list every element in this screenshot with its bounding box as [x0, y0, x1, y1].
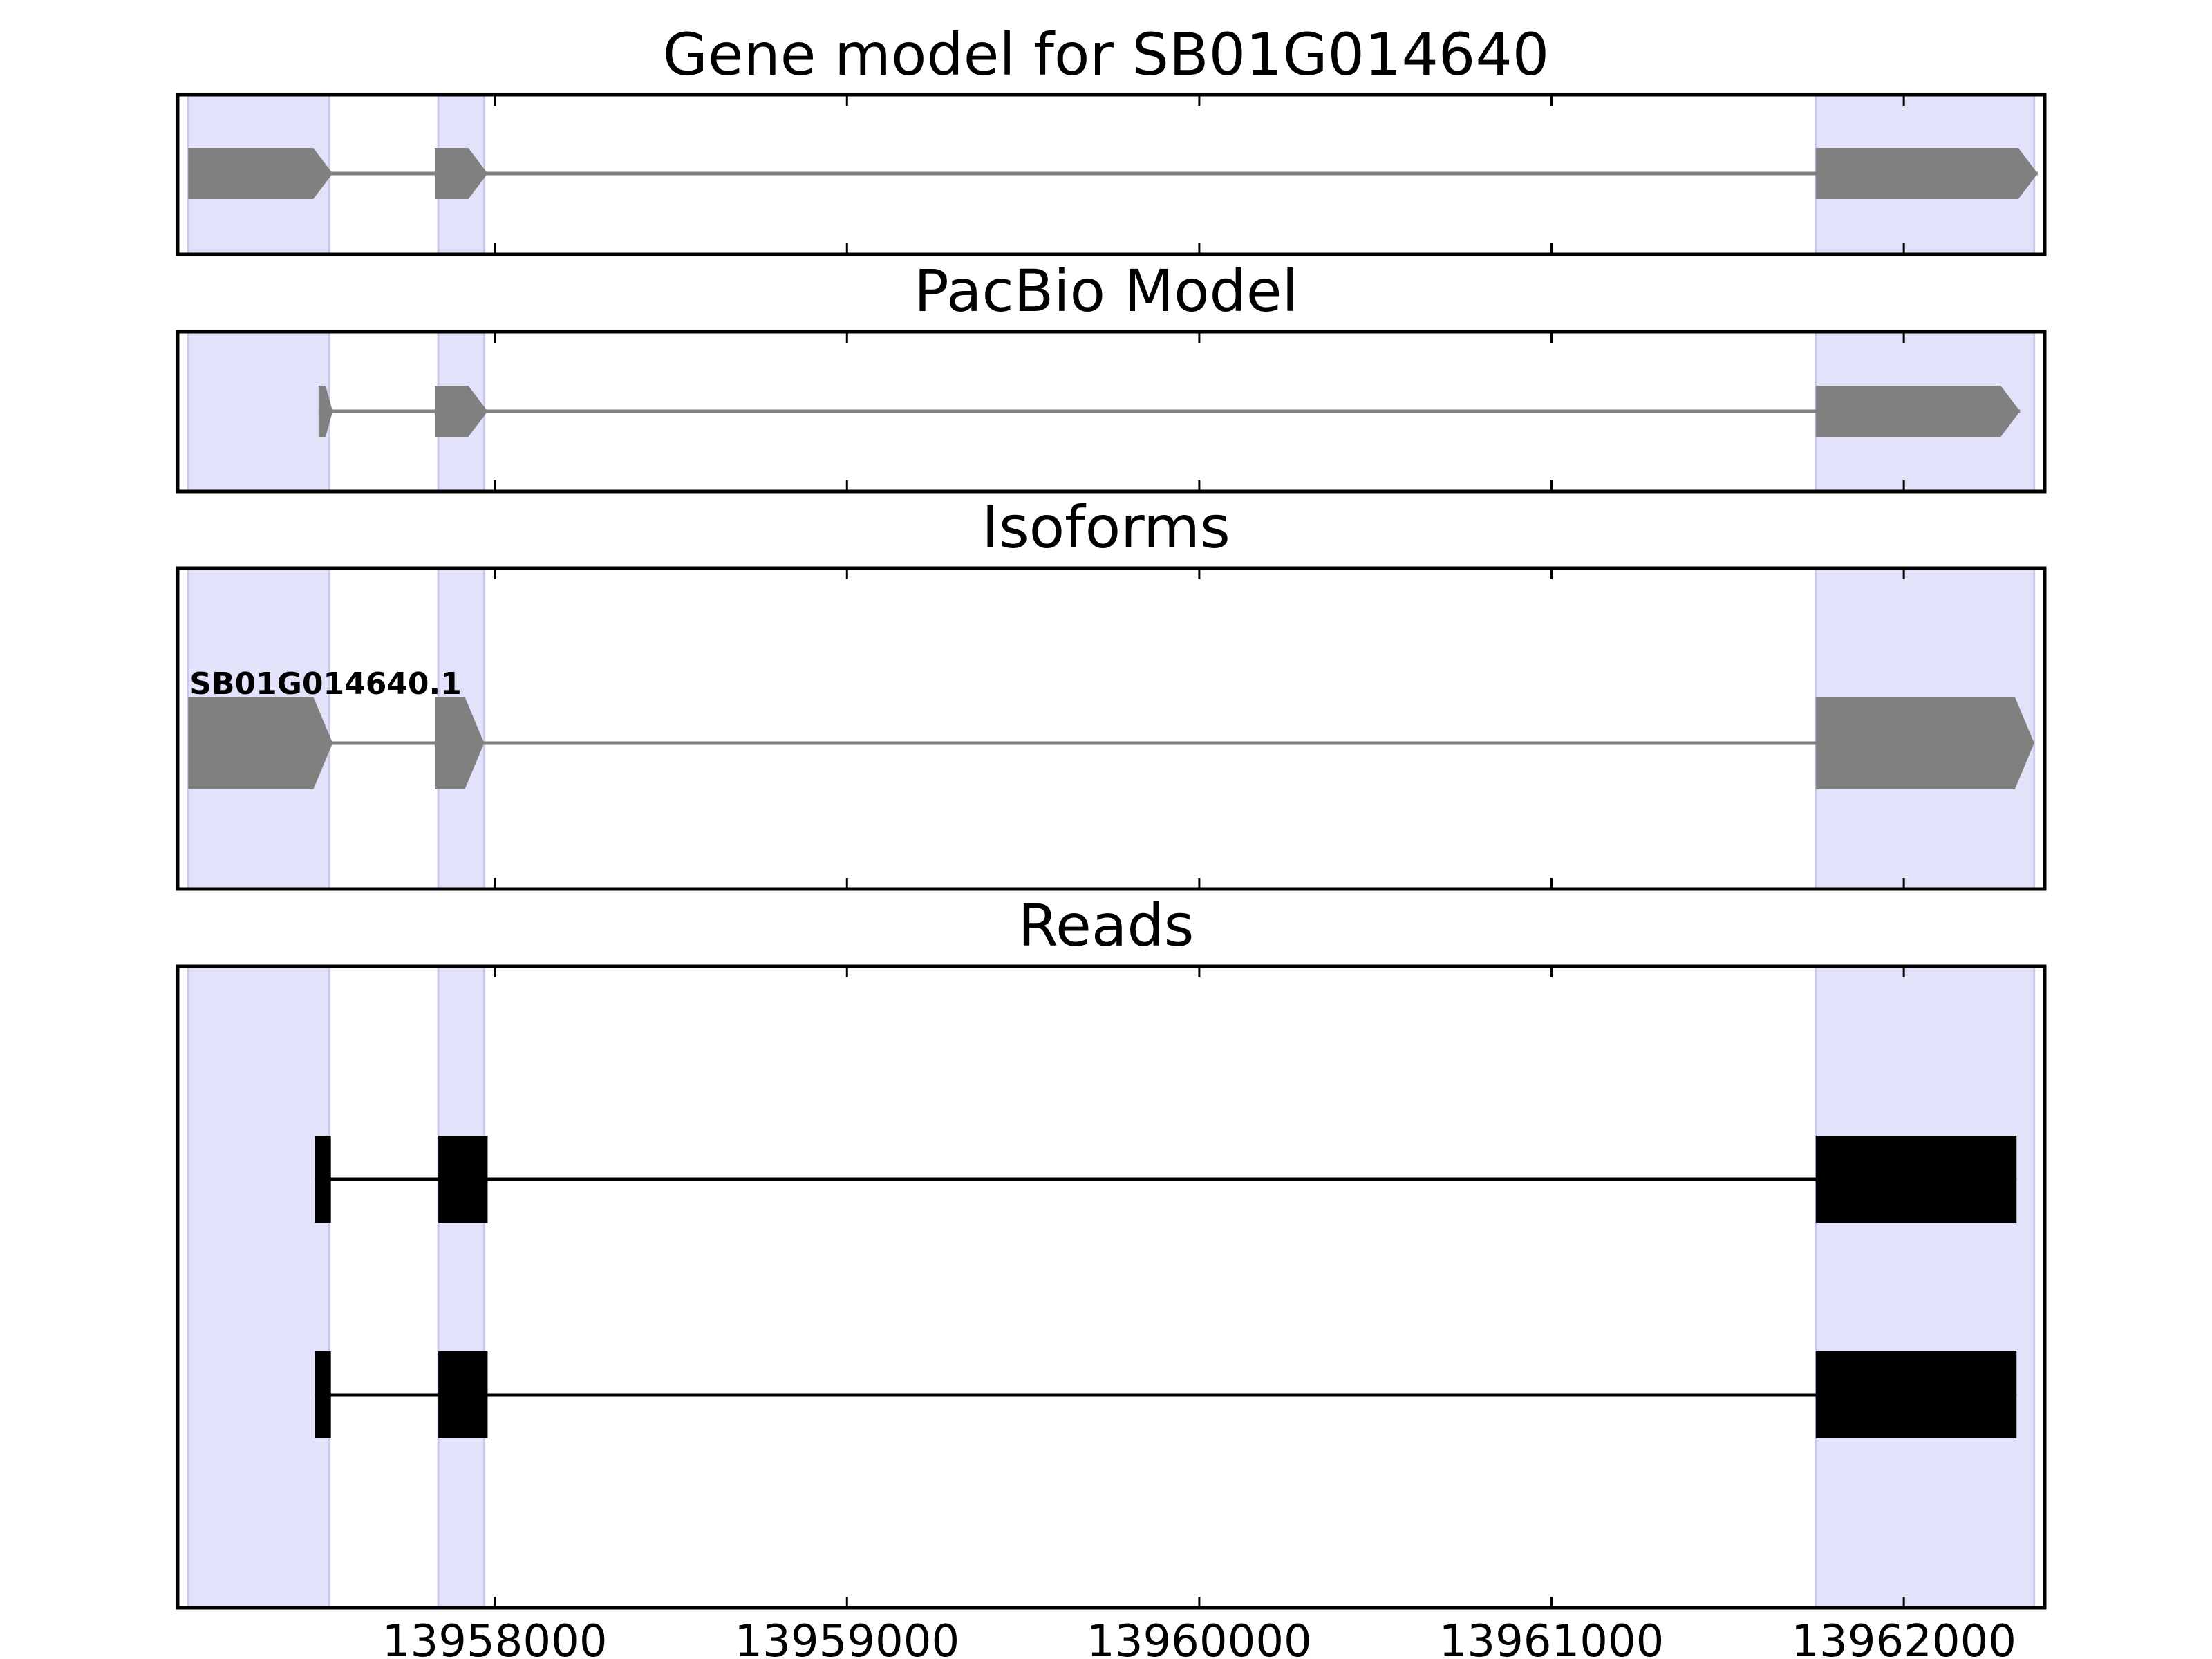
read-block-1	[315, 1136, 331, 1223]
axes-frame	[176, 93, 2047, 256]
exon-3	[1815, 697, 2034, 789]
x-tick-label: 13962000	[1791, 1616, 2016, 1659]
highlight-region-3	[1815, 965, 2036, 1609]
panel-title-reads: Reads	[1018, 892, 1194, 959]
panel-title-isoforms: Isoforms	[982, 494, 1230, 561]
exon-2	[435, 697, 485, 789]
panel-title-gene-model: Gene model for SB01G014640	[663, 21, 1549, 88]
highlight-region-2	[437, 965, 485, 1609]
panel-gene-model: Gene model for SB01G014640	[176, 21, 2047, 256]
isoform-label: SB01G014640.1	[189, 666, 462, 702]
read-block-1	[315, 1351, 331, 1438]
exon-2	[435, 386, 488, 437]
x-tick-label: 13958000	[382, 1616, 608, 1659]
plot-area-reads	[176, 964, 2047, 1610]
panel-pacbio-model: PacBio Model	[176, 257, 2047, 494]
highlight-region-1	[187, 330, 330, 493]
exon-2	[435, 148, 488, 199]
exon-1	[318, 386, 333, 437]
read-block-3	[1815, 1136, 2017, 1223]
axes-frame	[176, 964, 2047, 1610]
x-tick-label: 13959000	[734, 1616, 959, 1659]
panel-title-pacbio-model: PacBio Model	[914, 257, 1298, 325]
x-tick-label: 13960000	[1087, 1616, 1312, 1659]
highlight-region-1	[187, 965, 330, 1609]
exon-1	[188, 697, 333, 789]
axes-frame	[176, 566, 2047, 891]
read-block-2	[438, 1351, 488, 1438]
exon-1	[188, 148, 333, 199]
plot-area-gene-model	[176, 93, 2047, 256]
panel-isoforms: Isoforms SB01G014640.1	[176, 494, 2047, 891]
axes-frame	[176, 330, 2047, 494]
exon-3	[1815, 386, 2021, 437]
read-block-3	[1815, 1351, 2017, 1438]
plot-area-isoforms: SB01G014640.1	[176, 566, 2047, 891]
exon-3	[1815, 148, 2038, 199]
plot-area-pacbio-model	[176, 330, 2047, 494]
x-axis-tick-labels: 13958000 13959000 13960000 13961000 13962000	[382, 1616, 2016, 1659]
x-tick-label: 13961000	[1439, 1616, 1665, 1659]
read-block-2	[438, 1136, 488, 1223]
panel-reads: Reads	[176, 892, 2047, 1610]
